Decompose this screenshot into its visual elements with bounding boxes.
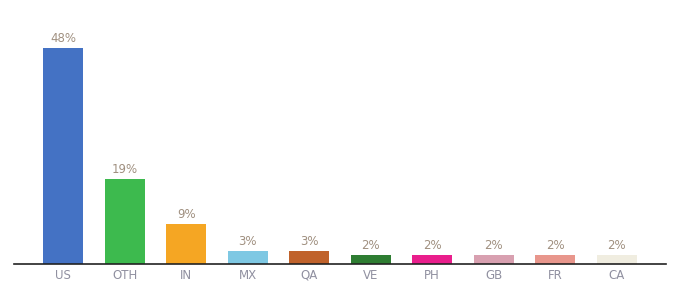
Bar — [351, 255, 391, 264]
Text: 3%: 3% — [239, 235, 257, 248]
Text: 2%: 2% — [484, 239, 503, 252]
Bar — [44, 48, 83, 264]
Bar — [167, 224, 206, 264]
Bar — [535, 255, 575, 264]
Text: 19%: 19% — [112, 163, 138, 176]
Text: 2%: 2% — [362, 239, 380, 252]
Text: 2%: 2% — [607, 239, 626, 252]
Bar — [228, 250, 268, 264]
Text: 48%: 48% — [50, 32, 76, 45]
Text: 9%: 9% — [177, 208, 196, 221]
Bar — [412, 255, 452, 264]
Text: 3%: 3% — [300, 235, 318, 248]
Text: 2%: 2% — [546, 239, 564, 252]
Bar — [474, 255, 513, 264]
Text: 2%: 2% — [423, 239, 441, 252]
Bar — [289, 250, 329, 264]
Bar — [105, 178, 145, 264]
Bar — [597, 255, 636, 264]
